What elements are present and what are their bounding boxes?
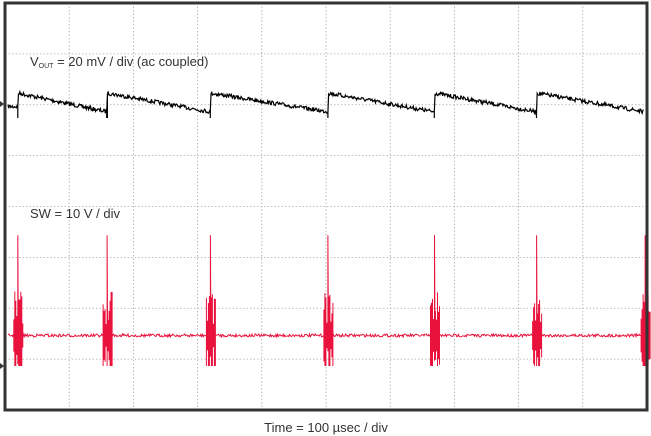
series-label-sw: SW = 10 V / div bbox=[30, 206, 120, 221]
series-sw-trace bbox=[7, 235, 651, 366]
ch1-marker bbox=[0, 101, 4, 107]
series-label-vout: VOUT = 20 mV / div (ac coupled) bbox=[30, 54, 208, 70]
x-axis-label: Time = 100 µsec / div bbox=[264, 420, 388, 435]
grid bbox=[5, 3, 647, 410]
ch2-marker bbox=[0, 363, 4, 369]
plot-frame bbox=[3, 1, 649, 412]
series-vout-trace bbox=[7, 89, 644, 118]
